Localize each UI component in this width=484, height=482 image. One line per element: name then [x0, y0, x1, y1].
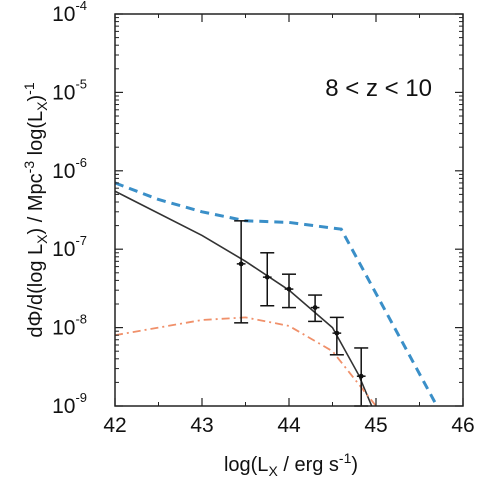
y-tick-label: 10-8 — [52, 312, 87, 340]
point-marker — [238, 261, 244, 267]
series-line-dash-dot — [114, 316, 377, 407]
point-marker — [286, 286, 292, 292]
data-point-6 — [354, 347, 369, 407]
series-line-solid — [114, 190, 373, 407]
x-tick-label: 46 — [451, 414, 474, 437]
point-marker — [358, 373, 364, 379]
y-tick-label: 10-4 — [52, 0, 87, 26]
y-tick-label: 10-9 — [52, 390, 87, 418]
data-point-5 — [329, 316, 344, 356]
y-tick-label: 10-5 — [52, 76, 87, 104]
y-tick-label: 10-7 — [52, 233, 87, 261]
redshift-annotation: 8 < z < 10 — [325, 75, 432, 102]
x-tick-label: 42 — [103, 414, 126, 437]
data-point-3 — [282, 273, 296, 309]
point-marker — [334, 330, 340, 336]
plot-marks — [114, 181, 439, 407]
plot-frame — [114, 13, 464, 407]
point-marker — [312, 305, 318, 310]
y-axis-label: dΦ/d(log LX) / Mpc-3 log(LX)-1 — [21, 82, 50, 337]
axis-ticks: 42 43 44 45 46 10-4 10-5 10-6 10-7 10-8 10-9 — [52, 0, 475, 437]
data-point-2 — [260, 252, 275, 307]
data-point-4 — [308, 294, 323, 323]
point-marker — [264, 274, 270, 280]
x-axis-label: log(LX / erg s-1) — [224, 450, 358, 479]
x-tick-label: 44 — [277, 414, 301, 437]
y-tick-label: 10-6 — [52, 155, 87, 183]
x-tick-label: 45 — [364, 414, 387, 437]
x-tick-label: 43 — [190, 414, 213, 437]
data-point-1 — [234, 220, 249, 324]
